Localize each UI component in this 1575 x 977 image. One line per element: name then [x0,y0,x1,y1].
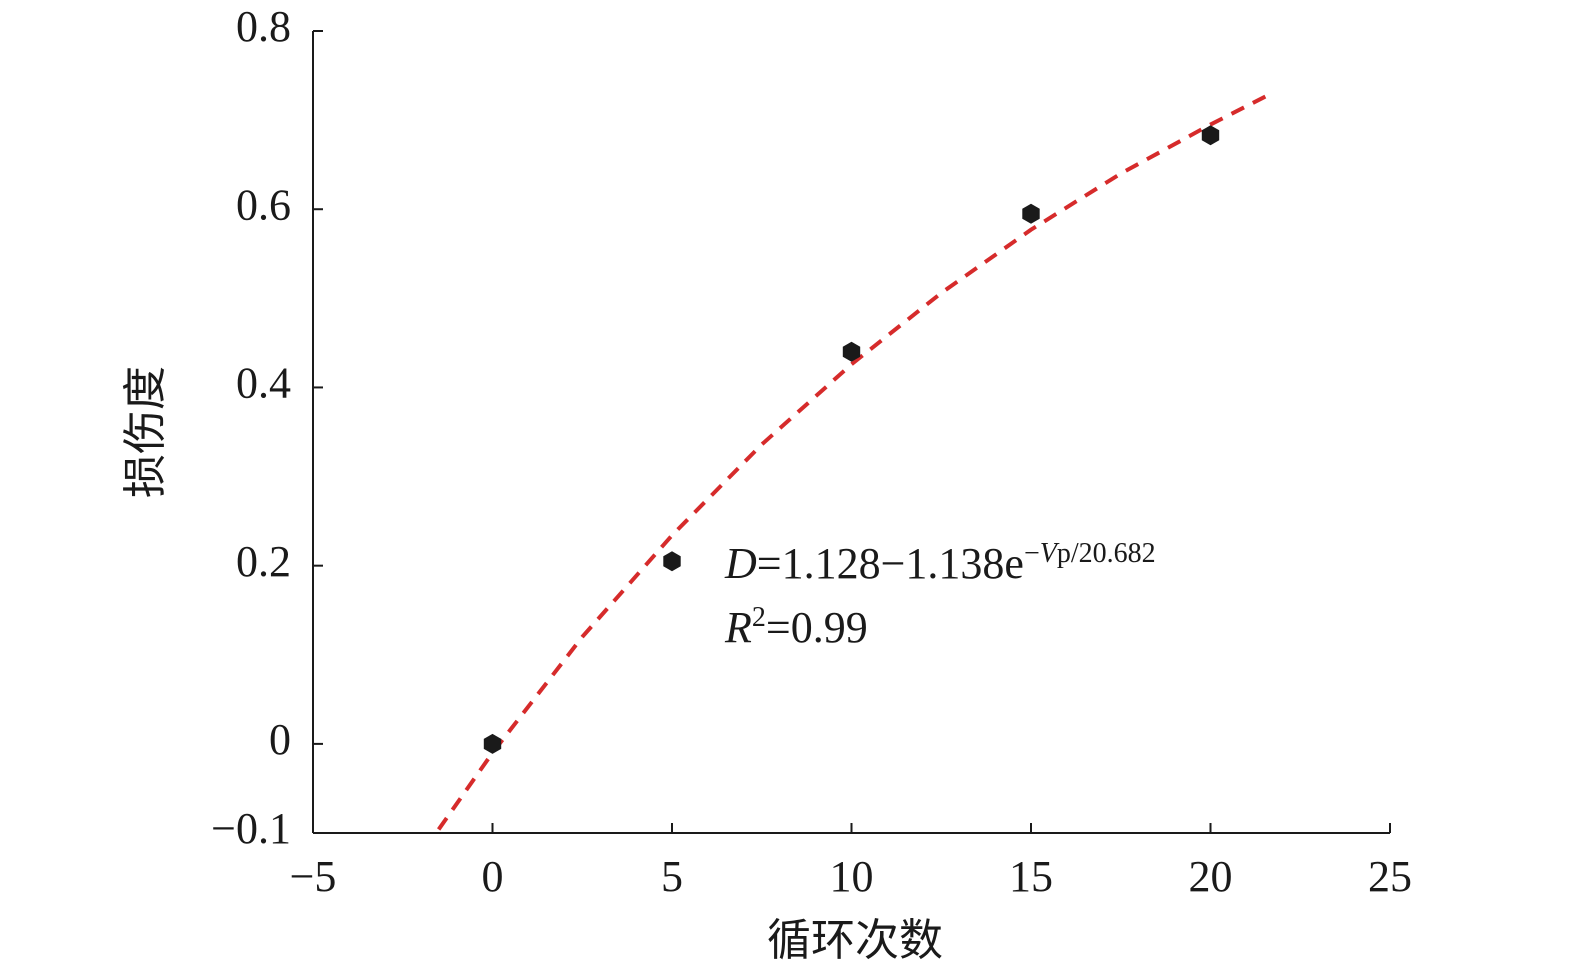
equation-part: D [724,539,757,588]
y-tick-label: −0.1 [211,804,291,853]
r-squared: R2=0.99 [724,602,868,652]
equation-part: − [1024,538,1040,569]
data-point [483,733,502,754]
data-point [663,551,681,572]
y-axis-label: 损伤度 [121,366,170,498]
x-axis-label: 循环次数 [767,916,943,965]
equation-part: V [1040,538,1060,569]
equation-part: =1.128−1.138e [757,539,1024,588]
r2-part: R [724,603,752,652]
r2-part: 2 [752,602,766,633]
y-tick-label: 0 [269,715,291,764]
equation: D=1.128−1.138e−Vp/20.682 [724,538,1156,588]
x-tick-label: 25 [1368,852,1412,901]
equation-part: p/20.682 [1057,538,1156,569]
y-tick-label: 0.6 [236,180,291,229]
x-tick-label: 15 [1009,852,1053,901]
data-point [842,341,861,362]
data-point [1022,203,1040,224]
x-tick-label: 20 [1189,852,1233,901]
x-tick-label: −5 [290,852,337,901]
y-tick-label: 0.8 [236,2,291,51]
y-tick-label: 0.4 [236,359,291,408]
x-tick-label: 5 [661,852,683,901]
data-point [1201,125,1220,146]
x-tick-label: 10 [830,852,874,901]
y-tick-label: 0.2 [236,537,291,586]
r2-part: =0.99 [766,603,868,652]
x-tick-label: 0 [482,852,504,901]
fit-curve [437,91,1273,831]
